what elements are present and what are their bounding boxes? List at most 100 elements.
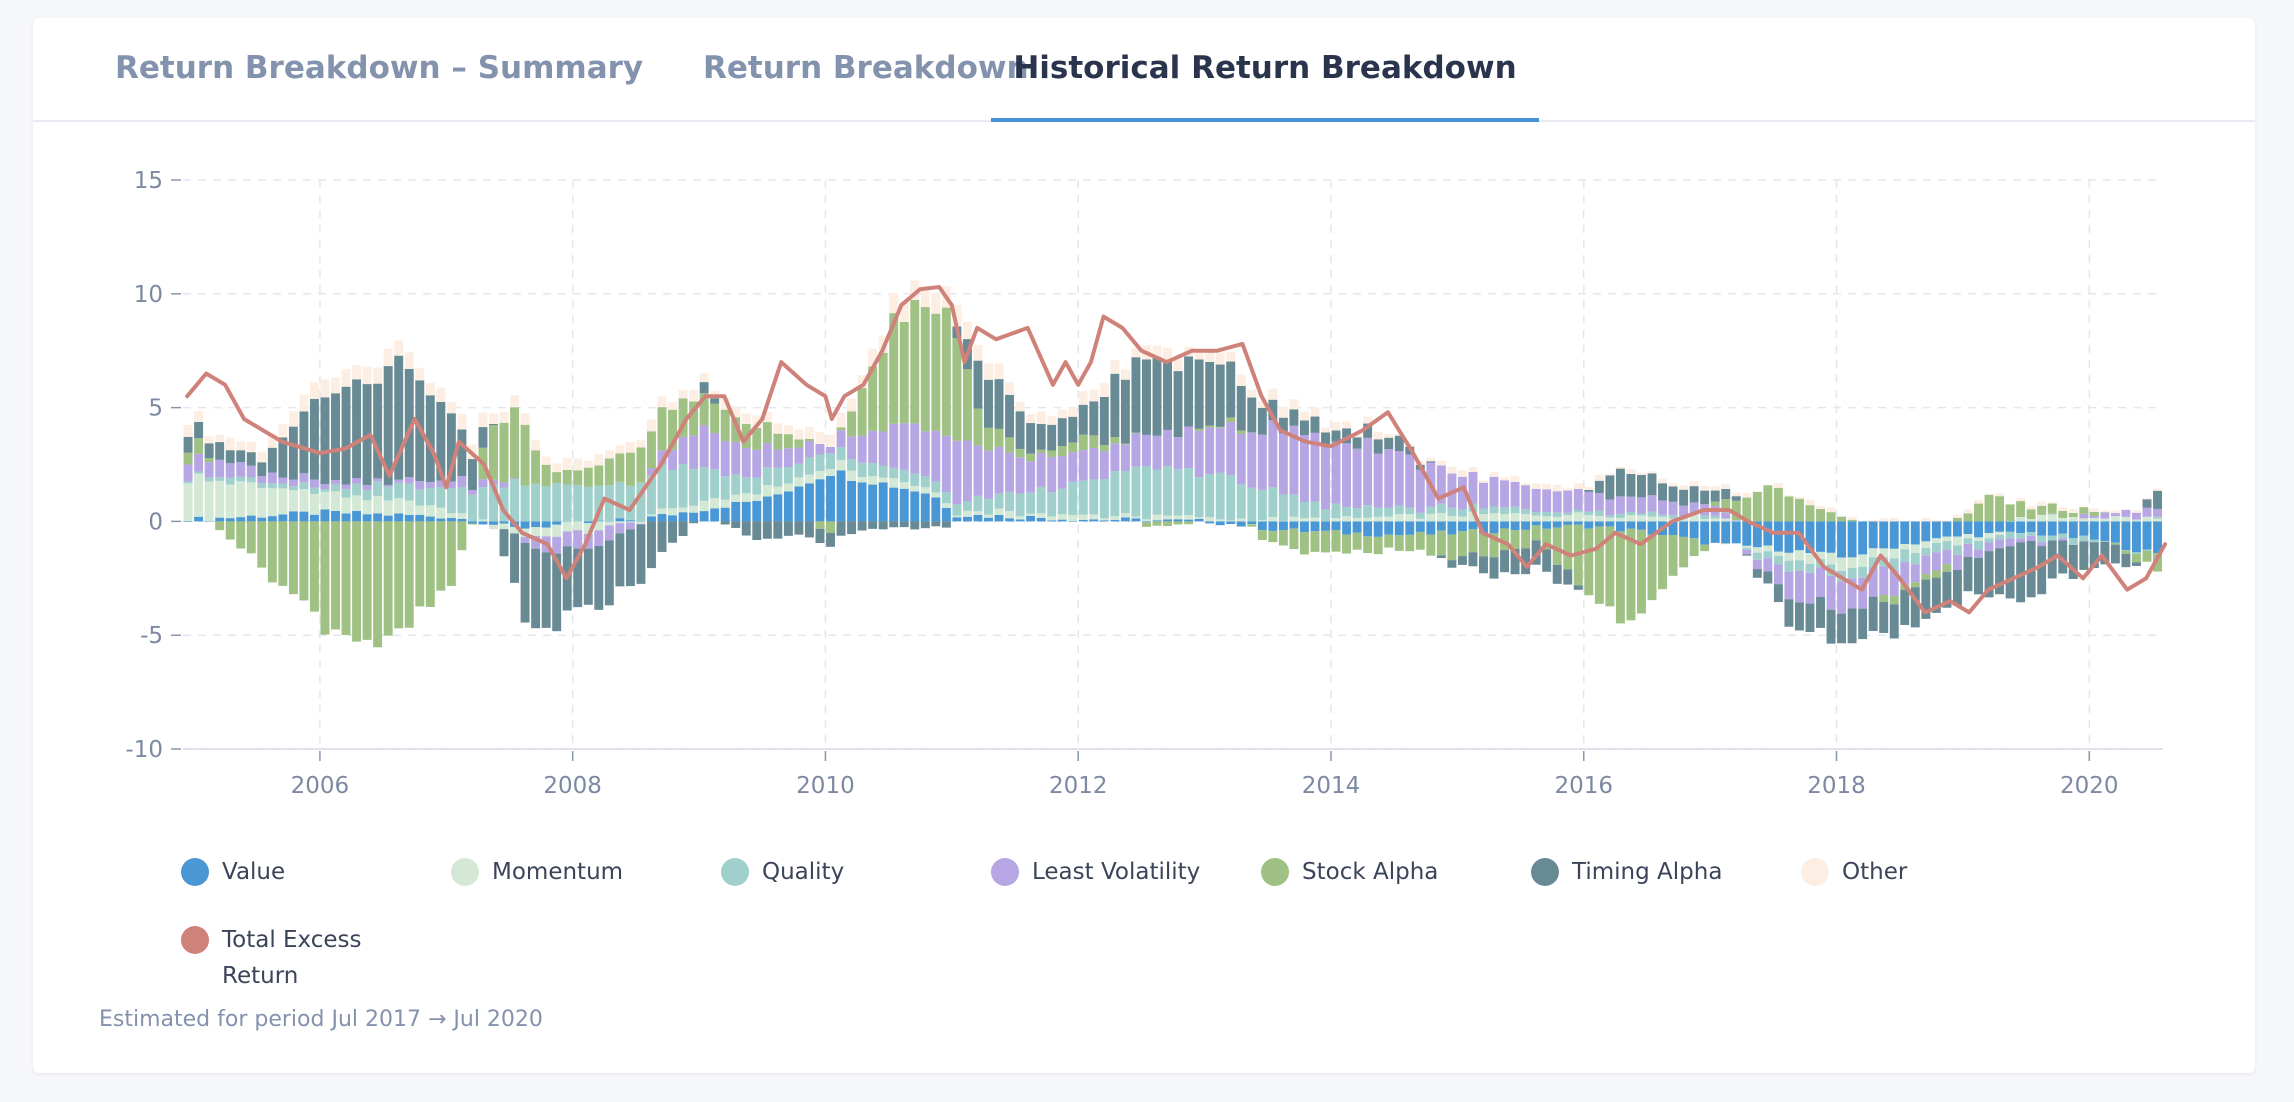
bar-momentum [299, 489, 309, 512]
bar-stock-alpha [668, 409, 677, 450]
bar-timing-alpha [1015, 411, 1025, 449]
bar-stock-alpha [1278, 530, 1288, 546]
tab-return-breakdown[interactable]: Return Breakdown [703, 50, 1029, 86]
bar-other [1152, 345, 1162, 358]
bar-stock-alpha [1921, 574, 1931, 580]
bar-stock-alpha [562, 469, 572, 485]
bar-timing-alpha [1752, 569, 1762, 578]
bar-quality [1910, 553, 1920, 565]
bar-value [1268, 521, 1278, 531]
bar-quality [1479, 508, 1488, 515]
bar-timing-alpha [941, 521, 951, 528]
bar-other [1594, 474, 1604, 481]
bar-timing-alpha [889, 521, 899, 528]
bar-least-volatility [267, 472, 277, 484]
tab-return-breakdown-summary[interactable]: Return Breakdown – Summary [115, 50, 644, 86]
bar-timing-alpha [678, 521, 688, 536]
bar-least-volatility [1236, 433, 1246, 484]
bar-least-volatility [1847, 578, 1857, 609]
bar-quality [2089, 539, 2099, 543]
bar-value [984, 517, 993, 522]
legend-item-other[interactable]: Other [1801, 854, 1907, 890]
bar-other [1373, 432, 1383, 440]
bar-value [836, 470, 846, 522]
bar-timing-alpha [573, 548, 583, 608]
legend-item-total-excess-return[interactable]: Total Excess Return [181, 922, 372, 994]
bar-timing-alpha [1615, 468, 1625, 497]
bar-timing-alpha [973, 360, 983, 409]
bar-timing-alpha [2100, 541, 2110, 565]
bar-timing-alpha [1984, 551, 1994, 598]
bar-stock-alpha [499, 422, 509, 483]
legend-item-timing-alpha[interactable]: Timing Alpha [1531, 854, 1722, 890]
bar-stock-alpha [2079, 507, 2089, 514]
bar-value [1057, 519, 1067, 522]
bar-other [1963, 509, 1973, 514]
legend-item-quality[interactable]: Quality [721, 854, 844, 890]
bar-momentum [836, 460, 846, 471]
bar-momentum [1721, 518, 1731, 522]
bar-timing-alpha [1931, 577, 1941, 613]
bar-quality [1637, 513, 1646, 516]
bar-stock-alpha [1457, 531, 1467, 557]
bar-other [1931, 520, 1941, 522]
bar-other [194, 411, 204, 422]
bar-least-volatility [1015, 457, 1025, 494]
bar-quality [1942, 541, 1952, 550]
bar-quality [1900, 549, 1910, 562]
bar-timing-alpha [689, 521, 699, 524]
legend-item-value[interactable]: Value [181, 854, 285, 890]
legend-item-least-volatility[interactable]: Least Volatility [991, 854, 1200, 890]
bar-least-volatility [1963, 543, 1973, 557]
bar-quality [868, 463, 878, 477]
bar-least-volatility [1363, 437, 1373, 506]
bar-least-volatility [625, 522, 635, 530]
bar-least-volatility [2089, 515, 2099, 519]
bar-value [604, 520, 614, 522]
bar-value [1721, 521, 1731, 544]
bar-momentum [1552, 516, 1562, 522]
bar-stock-alpha [183, 452, 193, 465]
bar-momentum [1921, 541, 1931, 549]
bar-momentum [962, 510, 972, 517]
bar-other [625, 441, 635, 453]
x-tick-label: 2006 [291, 773, 350, 799]
legend-item-momentum[interactable]: Momentum [451, 854, 623, 890]
bar-value [1573, 521, 1583, 525]
bar-quality [362, 489, 372, 501]
bar-quality [1352, 507, 1362, 518]
bar-other [1447, 466, 1457, 474]
bar-least-volatility [910, 423, 920, 474]
bar-timing-alpha [1952, 570, 1962, 606]
bar-stock-alpha [2142, 551, 2152, 562]
bar-other [899, 301, 909, 322]
bar-other [520, 413, 530, 425]
bar-least-volatility [1742, 549, 1752, 555]
bar-other [1816, 506, 1825, 510]
bar-other [1879, 518, 1889, 522]
legend-item-stock-alpha[interactable]: Stock Alpha [1261, 854, 1438, 890]
bar-least-volatility [1921, 555, 1931, 575]
bar-momentum [762, 485, 772, 497]
bar-value [1816, 521, 1825, 552]
bar-quality [1426, 506, 1436, 514]
bar-momentum [984, 514, 993, 518]
bar-momentum [288, 490, 298, 512]
bar-momentum [1879, 548, 1889, 558]
tab-bar: Return Breakdown – Summary Return Breakd… [33, 18, 2255, 122]
bar-momentum [499, 523, 509, 530]
bar-value [1963, 521, 1973, 535]
bar-timing-alpha [741, 521, 751, 536]
least-volatility-swatch [991, 858, 1019, 886]
bar-stock-alpha [1447, 534, 1457, 561]
bar-least-volatility [2132, 512, 2141, 520]
bar-least-volatility [1974, 549, 1983, 558]
bar-quality [1299, 502, 1309, 519]
bar-stock-alpha [1426, 534, 1436, 556]
bar-quality [2153, 516, 2162, 519]
tab-historical-return-breakdown[interactable]: Historical Return Breakdown [991, 18, 1539, 122]
bar-least-volatility [678, 436, 688, 465]
bar-other [794, 429, 804, 440]
bar-stock-alpha [615, 453, 625, 482]
bar-quality [288, 486, 298, 491]
